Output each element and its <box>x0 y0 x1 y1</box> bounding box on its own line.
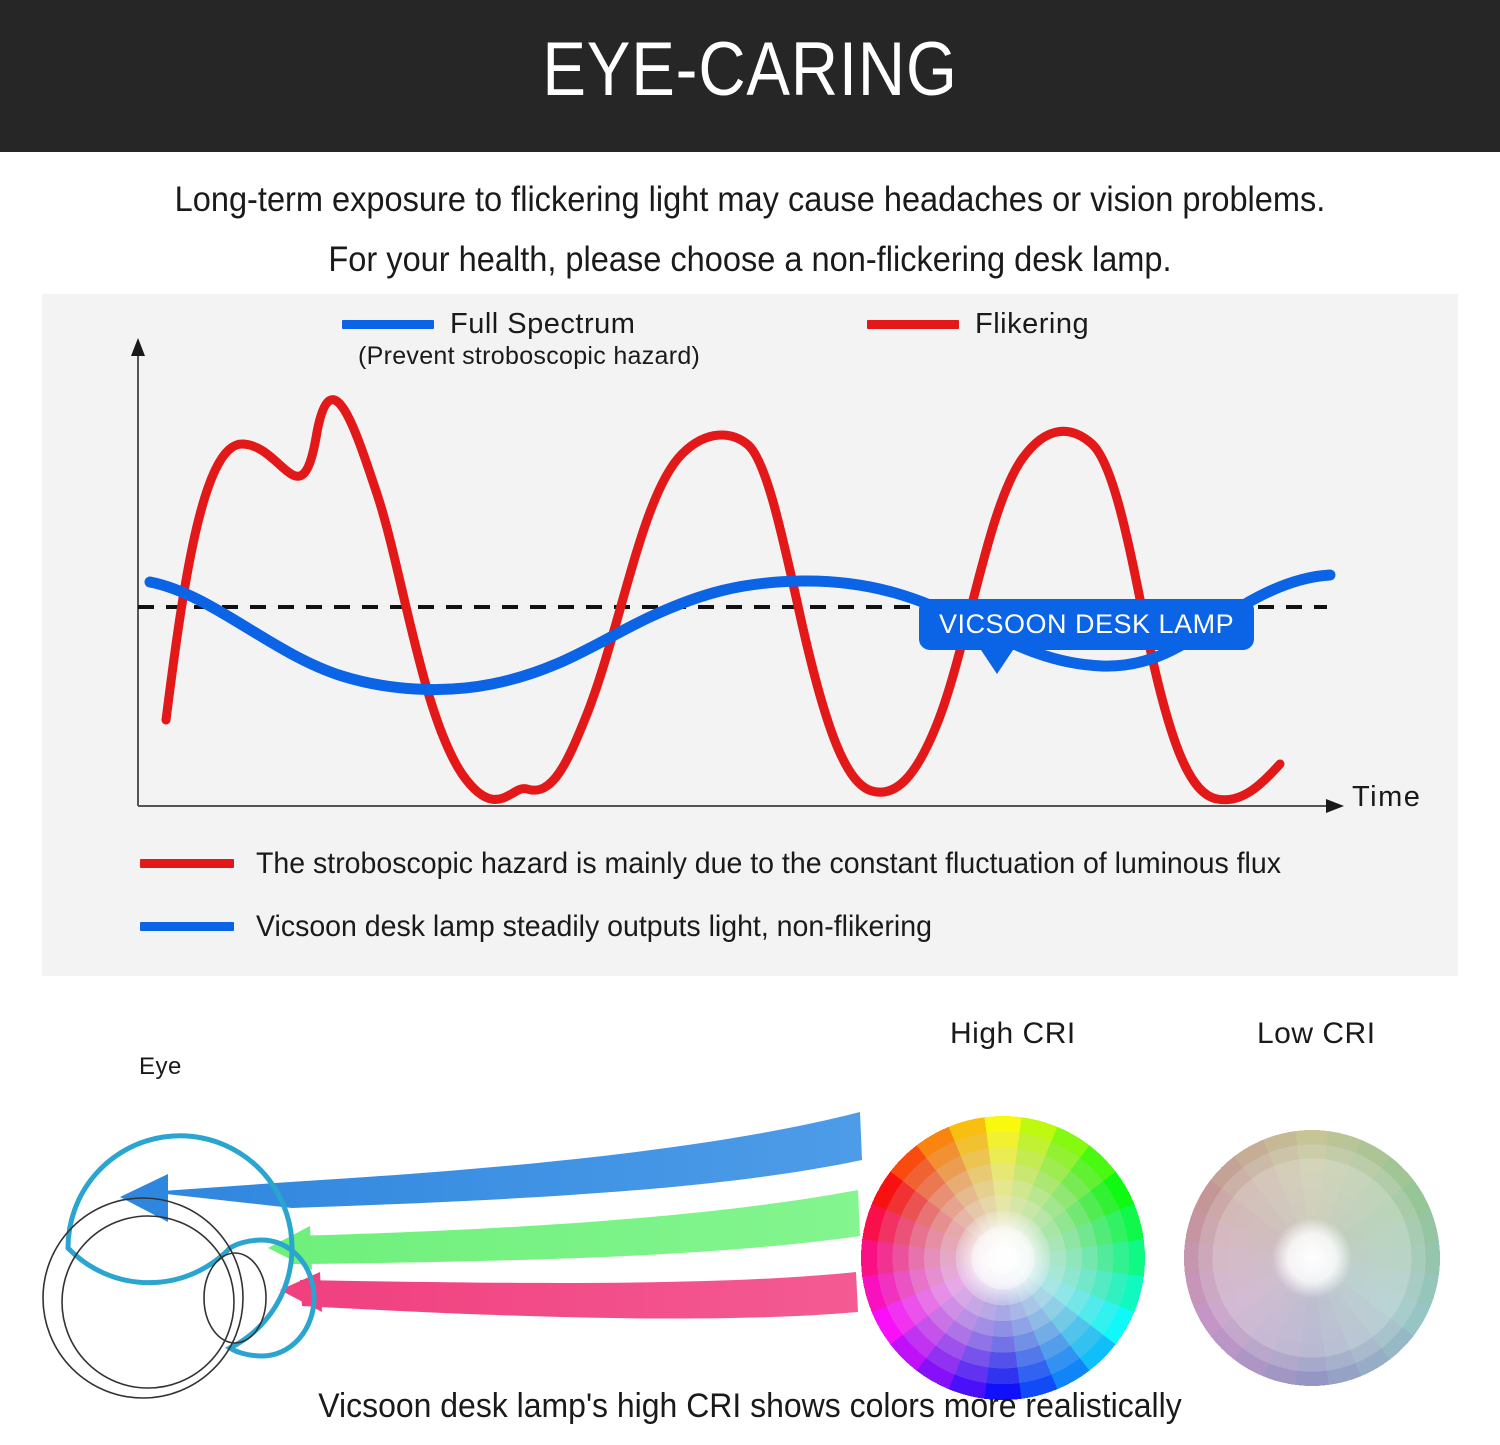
eye-lens <box>203 1252 267 1344</box>
legend-text-red: The stroboscopic hazard is mainly due to… <box>256 846 1281 880</box>
eye-inner-circle-outer <box>42 1197 244 1399</box>
ray-blue <box>148 1112 862 1208</box>
series-flikering-curve <box>161 395 1285 805</box>
ray-pink <box>300 1272 858 1319</box>
legend-row-red: The stroboscopic hazard is mainly due to… <box>140 832 1460 895</box>
high-cri-color-wheel <box>861 1116 1145 1400</box>
high-cri-label: High CRI <box>950 1017 1076 1050</box>
cri-caption: Vicsoon desk lamp's high CRI shows color… <box>318 1387 1182 1425</box>
legend-bar-red-icon <box>140 859 234 868</box>
page-title: EYE-CARING <box>542 27 958 112</box>
eyeball-outline <box>65 1133 317 1359</box>
header-bar <box>0 0 1500 152</box>
low-cri-color-wheel <box>1184 1130 1440 1386</box>
x-axis-label: Time <box>1352 781 1422 813</box>
legend-bar-blue-icon <box>140 922 234 931</box>
y-axis <box>131 338 145 806</box>
cri-diagram-svg <box>42 1112 1440 1400</box>
eye-inner-circle-inner <box>61 1215 235 1389</box>
x-axis <box>138 799 1344 813</box>
flicker-chart-panel: Full Spectrum (Prevent stroboscopic haza… <box>42 294 1458 976</box>
subtitle-block: Long-term exposure to flickering light m… <box>0 170 1500 290</box>
ray-green <box>290 1190 860 1264</box>
chart-bottom-legend: The stroboscopic hazard is mainly due to… <box>140 832 1460 958</box>
subtitle-line-1: Long-term exposure to flickering light m… <box>174 180 1326 219</box>
eye-diagram <box>42 1133 317 1399</box>
low-cri-label: Low CRI <box>1257 1017 1376 1050</box>
cri-illustration: High CRI Low CRI Eye <box>0 995 1500 1445</box>
eye-label: Eye <box>139 1053 182 1080</box>
subtitle-line-2: For your health, please choose a non-fli… <box>328 240 1172 279</box>
legend-row-blue: Vicsoon desk lamp steadily outputs light… <box>140 895 1460 958</box>
legend-text-blue: Vicsoon desk lamp steadily outputs light… <box>256 909 932 943</box>
light-rays <box>120 1112 862 1319</box>
